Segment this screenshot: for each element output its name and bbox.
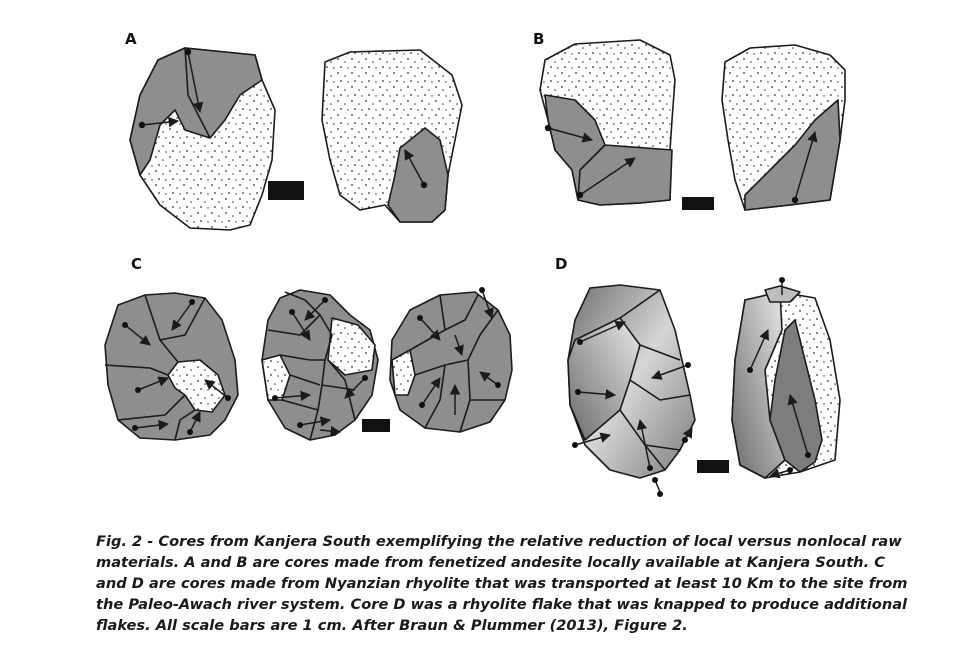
core-c-view-2	[261, 289, 379, 441]
core-b-view-2	[721, 44, 846, 211]
panel-label-a: A	[125, 30, 137, 48]
figure-caption: Fig. 2 - Cores from Kanjera South exempl…	[96, 531, 946, 636]
caption-line: materials. A and B are cores made from f…	[96, 554, 885, 571]
core-c-view-3	[389, 287, 513, 433]
cores-figure	[104, 39, 846, 497]
core-c-view-1	[104, 292, 239, 441]
scale-bar-a	[268, 181, 304, 200]
core-b-view-1	[539, 39, 676, 206]
caption-line: flakes. All scale bars are 1 cm. After B…	[96, 617, 688, 634]
panel-label-d: D	[555, 255, 568, 273]
core-d-view-1	[567, 284, 696, 497]
core-a-view-1	[129, 47, 276, 231]
core-d-view-2	[731, 277, 841, 479]
panel-label-c: C	[131, 255, 143, 273]
panel-label-b: B	[533, 30, 545, 48]
scale-bar-d	[697, 460, 729, 473]
scale-bar-c	[362, 419, 390, 432]
caption-line: Fig. 2 - Cores from Kanjera South exempl…	[96, 533, 902, 550]
caption-line: and D are cores made from Nyanzian rhyol…	[96, 575, 908, 592]
caption-line: the Paleo-Awach river system. Core D was…	[96, 596, 908, 613]
scale-bar-b	[682, 197, 714, 210]
core-a-view-2	[321, 49, 463, 223]
